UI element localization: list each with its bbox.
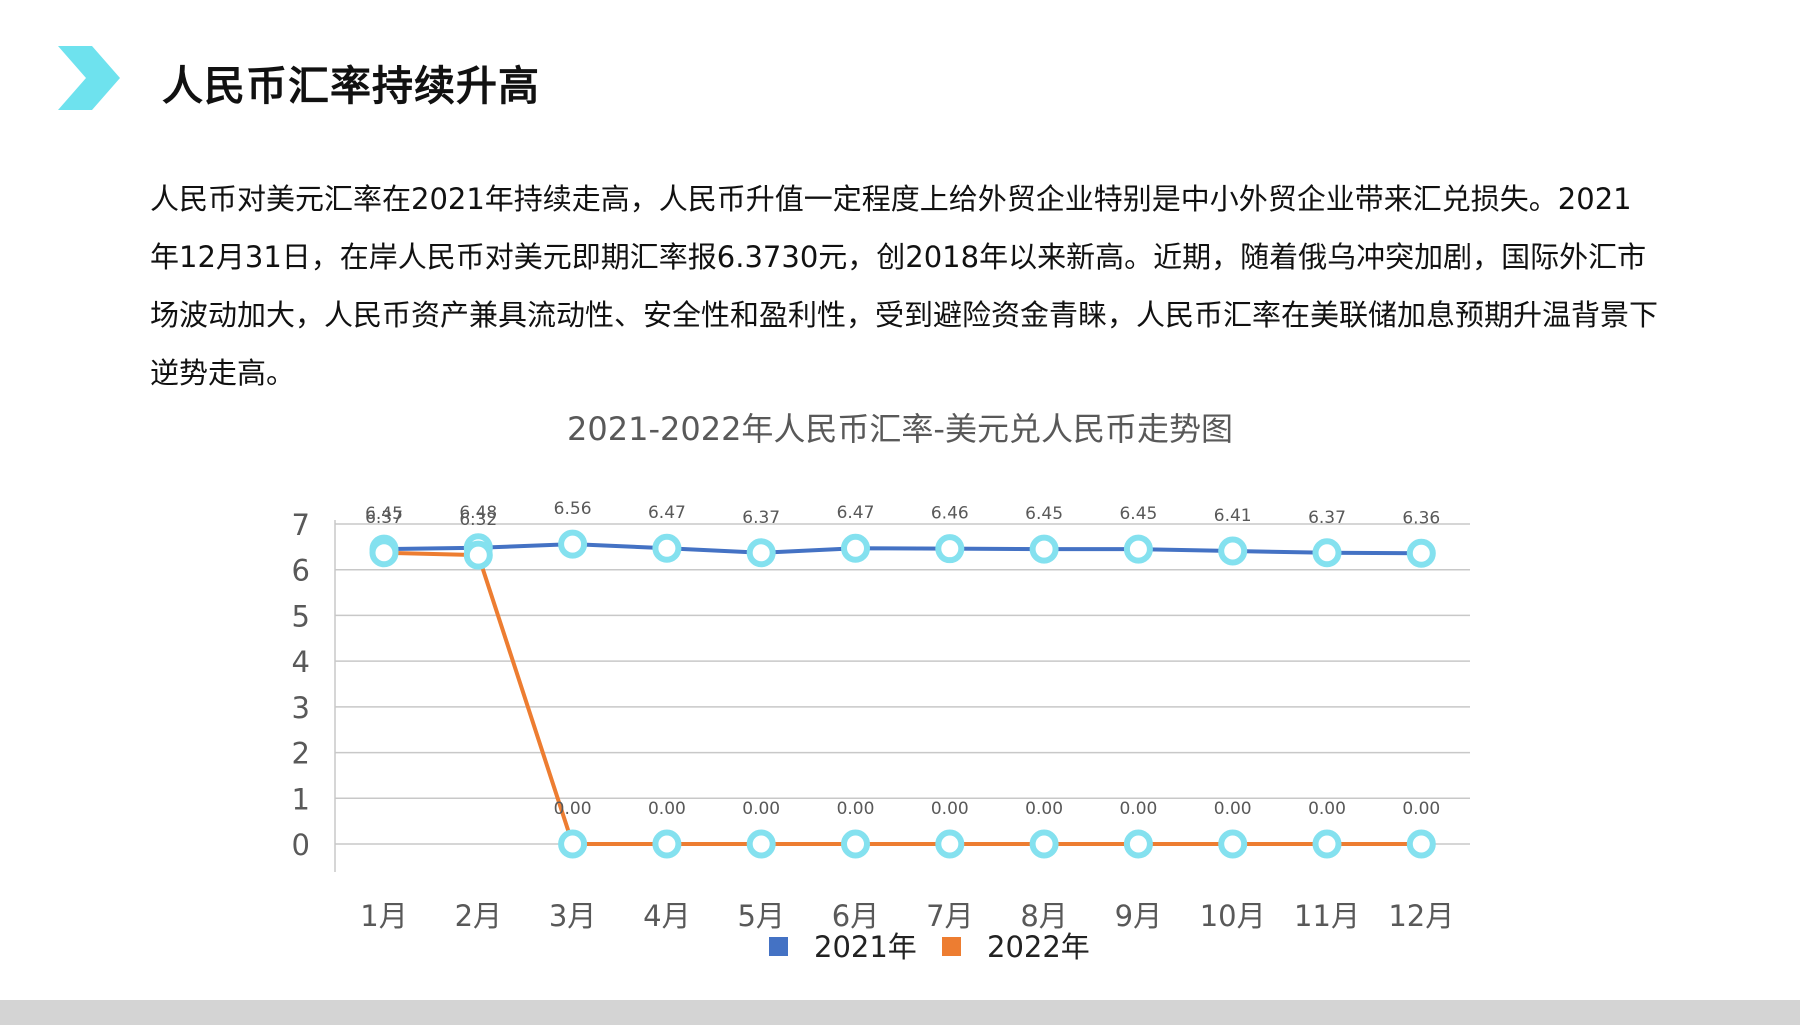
data-point bbox=[1218, 829, 1248, 859]
data-point bbox=[558, 529, 588, 559]
data-label: 6.47 bbox=[837, 503, 875, 523]
series-line bbox=[383, 550, 1422, 846]
y-tick-label: 5 bbox=[292, 599, 310, 633]
y-tick-label: 6 bbox=[292, 554, 310, 588]
data-label: 6.32 bbox=[459, 510, 497, 530]
x-tick-label: 6月 bbox=[832, 899, 879, 933]
x-tick-label: 11月 bbox=[1294, 899, 1360, 933]
series-lines: 6.45 6.48 6.56 6.47 6.37 6.47 6.46 6.45 6.45 6.41… bbox=[365, 499, 1440, 859]
data-label: 6.46 bbox=[931, 504, 969, 524]
gridlines bbox=[335, 523, 1470, 845]
series-line bbox=[383, 542, 1422, 556]
x-tick-label: 10月 bbox=[1200, 899, 1266, 933]
y-tick-label: 0 bbox=[292, 828, 310, 862]
data-point bbox=[746, 538, 776, 568]
chart-title: 2021-2022年人民币汇率-美元兑人民币走势图 bbox=[567, 410, 1233, 448]
data-label: 0.00 bbox=[837, 799, 875, 819]
page-title: 人民币汇率持续升高 bbox=[162, 62, 540, 110]
data-label: 6.37 bbox=[742, 508, 780, 528]
y-tick-label: 3 bbox=[292, 691, 310, 725]
y-tick-label: 1 bbox=[292, 782, 310, 816]
x-tick-label: 8月 bbox=[1020, 899, 1067, 933]
intro-paragraph: 人民币对美元汇率在2021年持续走高，人民币升值一定程度上给外贸企业特别是中小外… bbox=[150, 182, 1659, 390]
data-point bbox=[369, 538, 399, 568]
data-label: 0.00 bbox=[1214, 799, 1252, 819]
y-tick-label: 2 bbox=[292, 737, 310, 771]
data-label: 6.48 bbox=[459, 503, 497, 523]
x-axis: 1月 2月 3月 4月 5月 6月 7月 8月 9月 10月 11月 12月 bbox=[360, 899, 1454, 933]
data-point bbox=[652, 533, 682, 563]
data-point bbox=[652, 829, 682, 859]
data-point bbox=[841, 533, 870, 563]
data-point bbox=[841, 829, 870, 859]
footer-bar bbox=[0, 1000, 1800, 1025]
data-label: 0.00 bbox=[1025, 799, 1063, 819]
data-point bbox=[1218, 536, 1248, 566]
legend-swatch bbox=[769, 937, 788, 956]
data-label: 6.36 bbox=[1402, 508, 1440, 528]
data-label: 0.00 bbox=[1119, 799, 1157, 819]
data-point bbox=[935, 829, 965, 859]
data-label: 6.37 bbox=[365, 508, 403, 528]
data-point bbox=[746, 829, 776, 859]
data-label: 0.00 bbox=[931, 799, 969, 819]
x-tick-label: 3月 bbox=[549, 899, 596, 933]
data-label: 6.37 bbox=[1308, 508, 1346, 528]
data-label: 6.41 bbox=[1214, 506, 1252, 526]
data-label: 6.45 bbox=[1119, 504, 1157, 524]
x-tick-label: 12月 bbox=[1388, 899, 1454, 933]
y-axis: 0 1 2 3 4 5 6 7 bbox=[292, 508, 336, 872]
data-label: 6.45 bbox=[365, 504, 403, 524]
x-tick-label: 2月 bbox=[455, 899, 502, 933]
chevron-right-icon bbox=[58, 46, 120, 110]
data-label: 6.56 bbox=[554, 499, 592, 519]
data-label: 0.00 bbox=[742, 799, 780, 819]
y-tick-label: 4 bbox=[292, 645, 310, 679]
data-label: 6.45 bbox=[1025, 504, 1063, 524]
data-point bbox=[1406, 829, 1436, 859]
data-point bbox=[935, 534, 965, 564]
data-label: 0.00 bbox=[648, 799, 686, 819]
x-tick-label: 9月 bbox=[1115, 899, 1162, 933]
data-label: 0.00 bbox=[1402, 799, 1440, 819]
data-label: 0.00 bbox=[1308, 799, 1346, 819]
data-point bbox=[1029, 829, 1059, 859]
data-point bbox=[1312, 829, 1342, 859]
x-tick-label: 5月 bbox=[737, 899, 784, 933]
legend-label: 2022年 bbox=[987, 930, 1090, 964]
data-point bbox=[558, 829, 588, 859]
data-point bbox=[1406, 538, 1436, 568]
legend: 2021年 2022年 bbox=[769, 930, 1090, 964]
data-label: 0.00 bbox=[554, 799, 592, 819]
legend-label: 2021年 bbox=[814, 930, 917, 964]
x-tick-label: 1月 bbox=[360, 899, 407, 933]
data-point bbox=[1123, 829, 1153, 859]
x-tick-label: 7月 bbox=[926, 899, 973, 933]
data-point bbox=[1029, 534, 1059, 564]
data-label: 6.47 bbox=[648, 503, 686, 523]
data-point bbox=[1312, 538, 1342, 568]
y-tick-label: 7 bbox=[292, 508, 310, 542]
data-point bbox=[463, 540, 493, 570]
legend-swatch bbox=[942, 937, 961, 956]
data-point bbox=[1123, 534, 1153, 564]
x-tick-label: 4月 bbox=[643, 899, 690, 933]
exchange-rate-line-chart: 0 1 2 3 4 5 6 7 1月 2月 3月 4月 5月 6月 7月 8月 9月 10月 11月 12月 6.4… bbox=[292, 499, 1470, 964]
